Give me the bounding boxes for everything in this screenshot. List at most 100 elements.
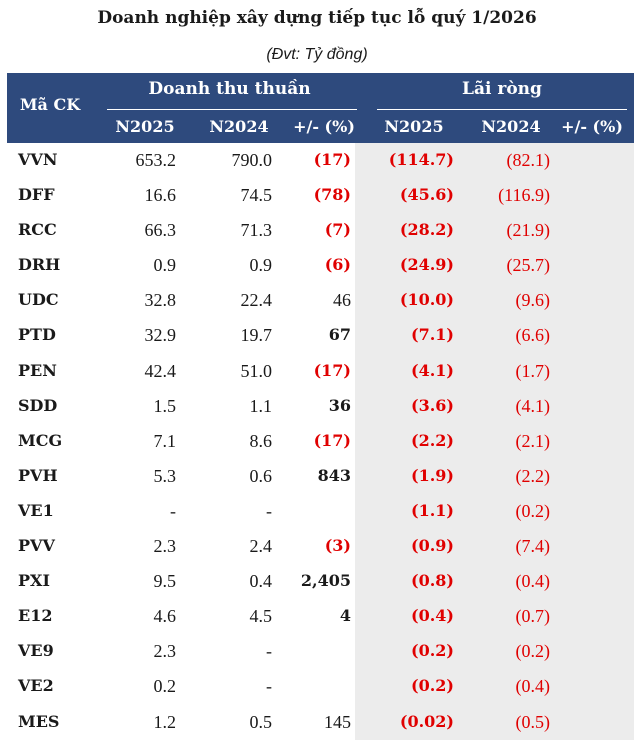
cell-revenue-change: 145 <box>324 711 351 732</box>
cell-profit-n2025: (0.2) <box>411 641 454 661</box>
page-title: Doanh nghiệp xây dựng tiếp tục lỗ quý 1/… <box>97 8 537 28</box>
cell-code: DRH <box>18 255 61 275</box>
table-body: VVN 653.2 790.0 (17) (114.7) (82.1) DFF 16.6 74.… <box>0 143 634 740</box>
table-row: MES 1.2 0.5 145 (0.02) (0.5) <box>0 705 634 740</box>
cell-revenue-n2025: 9.5 <box>153 571 177 592</box>
table-row: VVN 653.2 790.0 (17) (114.7) (82.1) <box>0 143 634 178</box>
cell-revenue-n2024: 2.4 <box>249 536 273 557</box>
cell-revenue-change: 46 <box>333 290 351 311</box>
cell-profit-n2024: (0.5) <box>515 711 551 732</box>
cell-revenue-n2024: 790.0 <box>231 150 273 170</box>
cell-revenue-n2024: 22.4 <box>240 290 273 311</box>
cell-code: MES <box>18 711 60 731</box>
cell-revenue-change: 843 <box>317 465 351 485</box>
header-revenue-group: Doanh thu thuần <box>148 79 311 99</box>
cell-revenue-change: (6) <box>324 255 351 275</box>
header-prof-n2025: N2025 <box>384 117 444 136</box>
cell-profit-n2024: (6.6) <box>515 325 551 346</box>
cell-profit-n2025: (45.6) <box>399 185 454 205</box>
cell-profit-n2024: (82.1) <box>506 150 551 170</box>
profit-group-underline <box>377 109 627 110</box>
cell-revenue-n2025: 66.3 <box>144 220 177 241</box>
cell-revenue-n2024: 71.3 <box>240 220 273 241</box>
cell-profit-n2024: (2.1) <box>515 430 551 451</box>
cell-code: RCC <box>18 220 57 240</box>
cell-profit-n2025: (7.1) <box>411 325 454 345</box>
cell-revenue-n2024: 0.5 <box>249 711 273 732</box>
cell-profit-n2024: (116.9) <box>498 185 550 206</box>
cell-profit-n2024: (25.7) <box>506 255 551 276</box>
cell-profit-n2025: (28.2) <box>399 220 454 240</box>
cell-revenue-n2025: 1.5 <box>153 395 177 416</box>
cell-profit-n2025: (3.6) <box>411 395 454 415</box>
cell-revenue-n2025: 5.3 <box>153 465 177 486</box>
cell-revenue-change: (17) <box>313 430 351 450</box>
cell-revenue-n2025: 0.9 <box>153 255 177 276</box>
cell-profit-n2025: (0.9) <box>411 536 454 556</box>
cell-code: E12 <box>18 606 53 626</box>
cell-code: PEN <box>18 360 57 380</box>
cell-profit-n2025: (24.9) <box>399 255 454 275</box>
table-row: PVH 5.3 0.6 843 (1.9) (2.2) <box>0 459 634 494</box>
cell-profit-n2024: (21.9) <box>506 220 551 241</box>
cell-profit-n2024: (0.4) <box>515 571 551 592</box>
cell-revenue-n2024: 0.9 <box>249 255 273 276</box>
table-row: RCC 66.3 71.3 (7) (28.2) (21.9) <box>0 213 634 248</box>
cell-revenue-n2025: 1.2 <box>153 711 177 732</box>
cell-revenue-n2025: 653.2 <box>135 150 177 170</box>
table-row: PTD 32.9 19.7 67 (7.1) (6.6) <box>0 318 634 353</box>
cell-revenue-change: (17) <box>313 360 351 380</box>
cell-revenue-n2025: 2.3 <box>153 536 177 557</box>
cell-profit-n2025: (1.9) <box>411 465 454 485</box>
table-row: VE9 2.3 - (0.2) (0.2) <box>0 634 634 669</box>
cell-revenue-n2024: - <box>266 641 272 662</box>
cell-profit-n2024: (4.1) <box>515 395 551 416</box>
table-row: DFF 16.6 74.5 (78) (45.6) (116.9) <box>0 178 634 213</box>
cell-revenue-change: 36 <box>328 395 351 415</box>
cell-code: PVH <box>18 465 58 485</box>
cell-revenue-change: (17) <box>313 150 351 169</box>
cell-profit-n2024: (0.2) <box>515 641 551 662</box>
cell-revenue-change: (3) <box>324 536 351 556</box>
table-row: SDD 1.5 1.1 36 (3.6) (4.1) <box>0 389 634 424</box>
cell-revenue-n2024: 1.1 <box>249 395 273 416</box>
cell-profit-n2025: (1.1) <box>411 500 454 520</box>
header-rev-change: +/- (%) <box>293 117 355 136</box>
table-row: E12 4.6 4.5 4 (0.4) (0.7) <box>0 599 634 634</box>
cell-profit-n2024: (1.7) <box>515 360 551 381</box>
cell-revenue-n2024: 74.5 <box>240 185 273 206</box>
cell-revenue-n2025: 0.2 <box>153 676 177 697</box>
table-row: PVV 2.3 2.4 (3) (0.9) (7.4) <box>0 529 634 564</box>
table-row: VE1 - - (1.1) (0.2) <box>0 494 634 529</box>
cell-revenue-change: 67 <box>328 325 351 345</box>
revenue-group-underline <box>107 109 357 110</box>
cell-profit-n2025: (0.4) <box>411 606 454 626</box>
cell-code: DFF <box>18 185 55 205</box>
table-row: MCG 7.1 8.6 (17) (2.2) (2.1) <box>0 424 634 459</box>
cell-revenue-n2024: 8.6 <box>249 430 273 451</box>
cell-revenue-change: (7) <box>324 220 351 240</box>
cell-revenue-n2025: 4.6 <box>153 606 177 627</box>
table-row: UDC 32.8 22.4 46 (10.0) (9.6) <box>0 283 634 318</box>
header-profit-group: Lãi ròng <box>462 79 542 99</box>
profit-column-shade <box>355 143 634 740</box>
cell-revenue-n2024: - <box>266 500 272 521</box>
cell-code: SDD <box>18 395 58 415</box>
cell-code: VE1 <box>18 500 54 520</box>
cell-profit-n2024: (0.7) <box>515 606 551 627</box>
cell-revenue-n2025: 42.4 <box>144 360 177 381</box>
cell-revenue-n2024: 0.6 <box>249 465 273 486</box>
cell-profit-n2025: (10.0) <box>399 290 454 310</box>
cell-revenue-change: 4 <box>339 606 351 626</box>
cell-revenue-n2025: 32.9 <box>144 325 177 346</box>
cell-code: VE2 <box>18 676 54 696</box>
cell-revenue-n2025: - <box>170 500 176 521</box>
cell-revenue-n2024: 0.4 <box>249 571 273 592</box>
cell-profit-n2024: (0.4) <box>515 676 551 697</box>
cell-code: PTD <box>18 325 56 345</box>
cell-revenue-change: (78) <box>313 185 351 205</box>
table-row: DRH 0.9 0.9 (6) (24.9) (25.7) <box>0 248 634 283</box>
cell-code: VVN <box>18 150 58 169</box>
unit-subtitle: (Đvt: Tỷ đồng) <box>266 46 368 63</box>
header-rev-n2024: N2024 <box>209 117 269 136</box>
